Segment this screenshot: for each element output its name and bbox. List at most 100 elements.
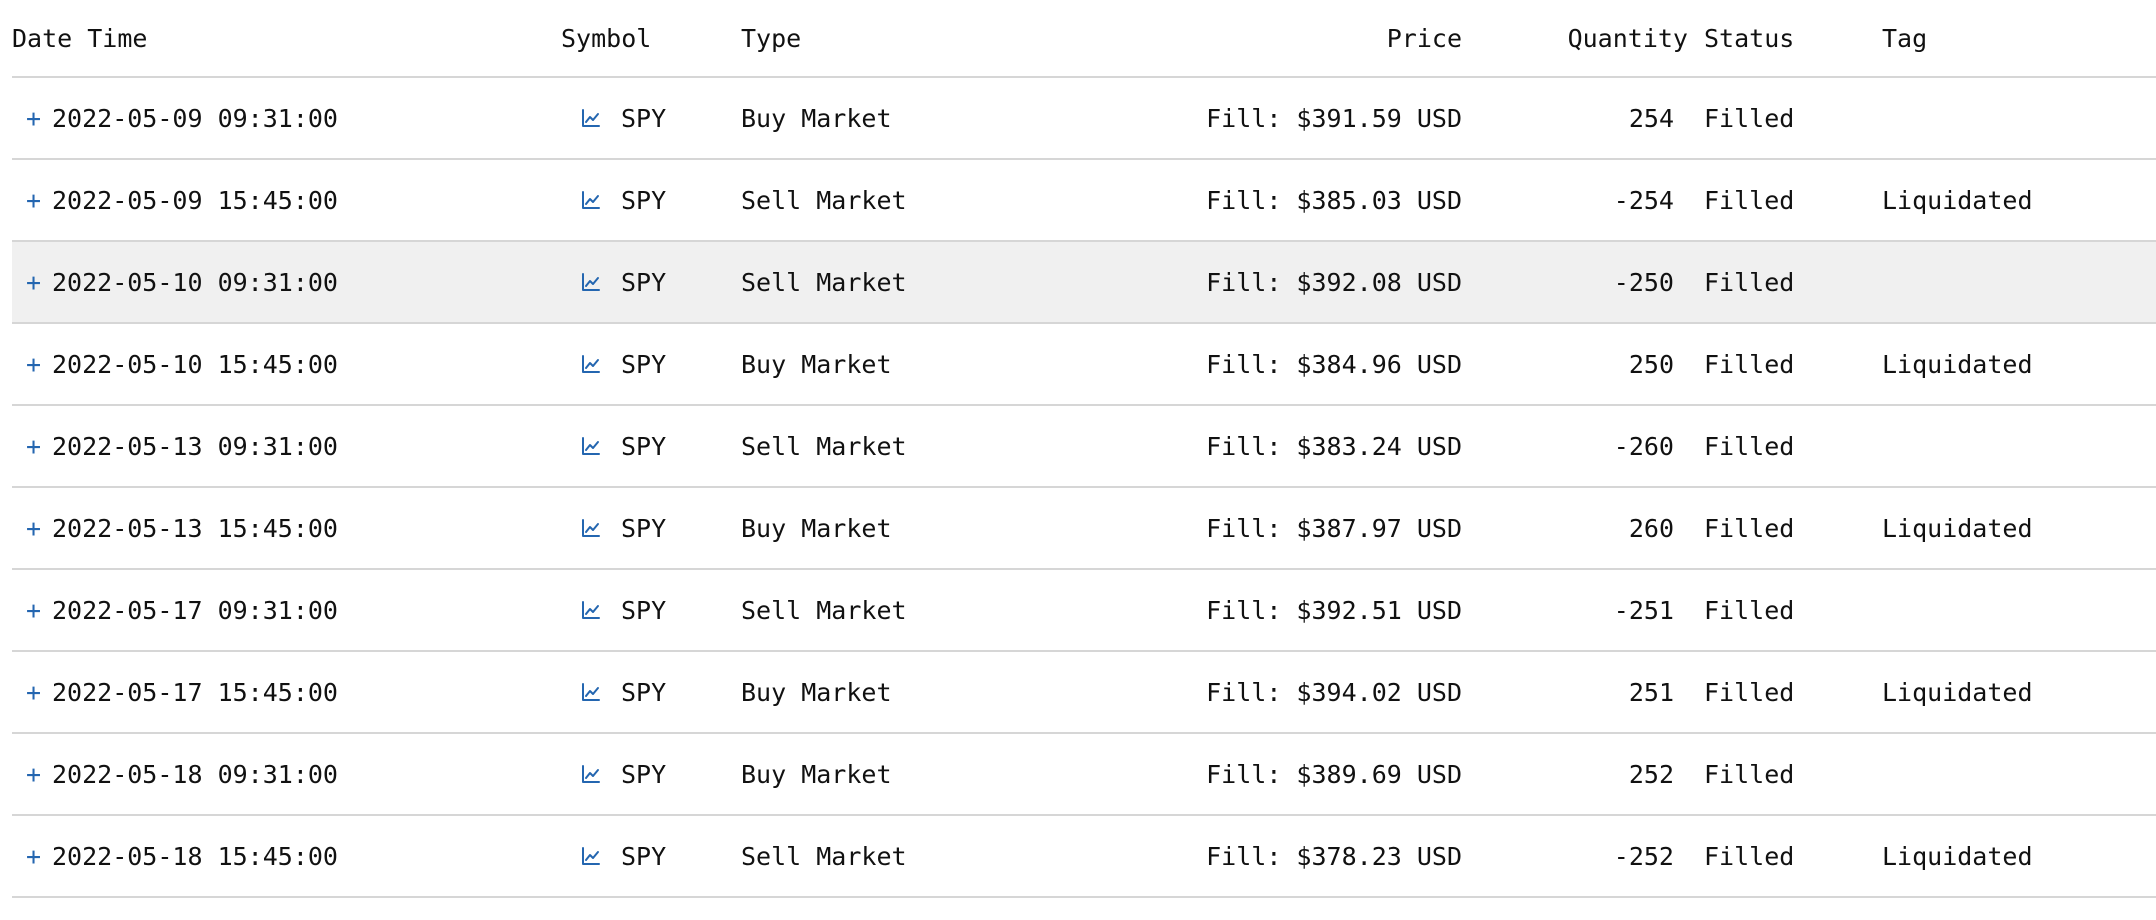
table-row[interactable]: + 2022-05-17 09:31:00 SPY Sell Market Fi… (12, 570, 2156, 652)
quantity-cell: 251 (1628, 677, 1674, 707)
column-header-price[interactable]: Price (1386, 23, 1462, 53)
table-header: Date Time Symbol Type Price Quantity Sta… (12, 0, 2156, 78)
plus-icon[interactable]: + (26, 759, 42, 789)
symbol-link[interactable]: SPY (621, 267, 667, 297)
quantity-cell: 252 (1628, 759, 1674, 789)
quantity-cell: 260 (1628, 513, 1674, 543)
quantity-cell: -254 (1613, 185, 1674, 215)
line-chart-icon[interactable] (581, 764, 601, 784)
table-row[interactable]: + 2022-05-17 15:45:00 SPY Buy Market Fil… (12, 652, 2156, 734)
symbol-link[interactable]: SPY (621, 759, 667, 789)
plus-icon[interactable]: + (26, 595, 42, 625)
tag-cell (1882, 242, 2142, 322)
symbol-cell: SPY (561, 324, 731, 404)
datetime-value: 2022-05-18 15:45:00 (52, 841, 338, 871)
plus-icon[interactable]: + (26, 349, 42, 379)
type-cell: Sell Market (741, 267, 907, 297)
datetime-value: 2022-05-18 09:31:00 (52, 759, 338, 789)
status-cell: Filled (1704, 185, 1795, 215)
price-cell: Fill: $389.69 USD (1206, 759, 1462, 789)
type-cell: Buy Market (741, 677, 892, 707)
plus-icon[interactable]: + (26, 513, 42, 543)
plus-icon[interactable]: + (26, 677, 42, 707)
table-row[interactable]: + 2022-05-13 09:31:00 SPY Sell Market Fi… (12, 406, 2156, 488)
status-cell: Filled (1704, 267, 1795, 297)
symbol-cell: SPY (561, 652, 731, 732)
column-header-datetime[interactable]: Date Time (12, 23, 148, 53)
column-header-quantity[interactable]: Quantity (1567, 23, 1688, 53)
status-cell: Filled (1704, 677, 1795, 707)
line-chart-icon[interactable] (581, 518, 601, 538)
line-chart-icon[interactable] (581, 272, 601, 292)
column-header-symbol[interactable]: Symbol (561, 23, 652, 53)
datetime-value: 2022-05-13 15:45:00 (52, 513, 338, 543)
type-cell: Buy Market (741, 513, 892, 543)
table-row[interactable]: + 2022-05-13 15:45:00 SPY Buy Market Fil… (12, 488, 2156, 570)
datetime-cell: + 2022-05-18 09:31:00 (12, 734, 552, 814)
table-row[interactable]: + 2022-05-18 09:31:00 SPY Buy Market Fil… (12, 734, 2156, 816)
symbol-link[interactable]: SPY (621, 841, 667, 871)
type-cell: Sell Market (741, 841, 907, 871)
plus-icon[interactable]: + (26, 841, 42, 871)
line-chart-icon[interactable] (581, 190, 601, 210)
plus-icon[interactable]: + (26, 103, 42, 133)
symbol-link[interactable]: SPY (621, 513, 667, 543)
tag-cell (1882, 570, 2142, 650)
datetime-cell: + 2022-05-18 15:45:00 (12, 816, 552, 896)
column-header-type[interactable]: Type (741, 23, 802, 53)
datetime-value: 2022-05-09 09:31:00 (52, 103, 338, 133)
symbol-link[interactable]: SPY (621, 103, 667, 133)
plus-icon[interactable]: + (26, 267, 42, 297)
type-cell: Buy Market (741, 759, 892, 789)
symbol-cell: SPY (561, 816, 731, 896)
symbol-link[interactable]: SPY (621, 677, 667, 707)
plus-icon[interactable]: + (26, 185, 42, 215)
tag-cell (1882, 78, 2142, 158)
symbol-link[interactable]: SPY (621, 595, 667, 625)
table-row[interactable]: + 2022-05-09 09:31:00 SPY Buy Market Fil… (12, 78, 2156, 160)
datetime-cell: + 2022-05-17 09:31:00 (12, 570, 552, 650)
symbol-cell: SPY (561, 734, 731, 814)
quantity-cell: -252 (1613, 841, 1674, 871)
datetime-value: 2022-05-10 09:31:00 (52, 267, 338, 297)
datetime-cell: + 2022-05-09 15:45:00 (12, 160, 552, 240)
symbol-link[interactable]: SPY (621, 431, 667, 461)
table-row[interactable]: + 2022-05-18 15:45:00 SPY Sell Market Fi… (12, 816, 2156, 898)
column-header-status[interactable]: Status (1704, 23, 1795, 53)
datetime-cell: + 2022-05-17 15:45:00 (12, 652, 552, 732)
tag-cell: Liquidated (1882, 513, 2033, 543)
tag-cell (1882, 406, 2142, 486)
line-chart-icon[interactable] (581, 600, 601, 620)
quantity-cell: -260 (1613, 431, 1674, 461)
tag-cell: Liquidated (1882, 185, 2033, 215)
datetime-cell: + 2022-05-13 15:45:00 (12, 488, 552, 568)
symbol-link[interactable]: SPY (621, 185, 667, 215)
tag-cell: Liquidated (1882, 677, 2033, 707)
datetime-cell: + 2022-05-13 09:31:00 (12, 406, 552, 486)
datetime-value: 2022-05-09 15:45:00 (52, 185, 338, 215)
symbol-cell: SPY (561, 78, 731, 158)
line-chart-icon[interactable] (581, 354, 601, 374)
line-chart-icon[interactable] (581, 682, 601, 702)
price-cell: Fill: $383.24 USD (1206, 431, 1462, 461)
datetime-cell: + 2022-05-09 09:31:00 (12, 78, 552, 158)
line-chart-icon[interactable] (581, 108, 601, 128)
table-row[interactable]: + 2022-05-09 15:45:00 SPY Sell Market Fi… (12, 160, 2156, 242)
plus-icon[interactable]: + (26, 431, 42, 461)
price-cell: Fill: $385.03 USD (1206, 185, 1462, 215)
status-cell: Filled (1704, 431, 1795, 461)
table-row[interactable]: + 2022-05-10 15:45:00 SPY Buy Market Fil… (12, 324, 2156, 406)
status-cell: Filled (1704, 103, 1795, 133)
table-row[interactable]: + 2022-05-10 09:31:00 SPY Sell Market Fi… (12, 242, 2156, 324)
line-chart-icon[interactable] (581, 846, 601, 866)
type-cell: Buy Market (741, 349, 892, 379)
table-body: + 2022-05-09 09:31:00 SPY Buy Market Fil… (12, 78, 2156, 898)
line-chart-icon[interactable] (581, 436, 601, 456)
price-cell: Fill: $378.23 USD (1206, 841, 1462, 871)
symbol-cell: SPY (561, 160, 731, 240)
symbol-link[interactable]: SPY (621, 349, 667, 379)
datetime-cell: + 2022-05-10 15:45:00 (12, 324, 552, 404)
quantity-cell: 250 (1628, 349, 1674, 379)
column-header-tag[interactable]: Tag (1882, 23, 1928, 53)
tag-cell: Liquidated (1882, 349, 2033, 379)
